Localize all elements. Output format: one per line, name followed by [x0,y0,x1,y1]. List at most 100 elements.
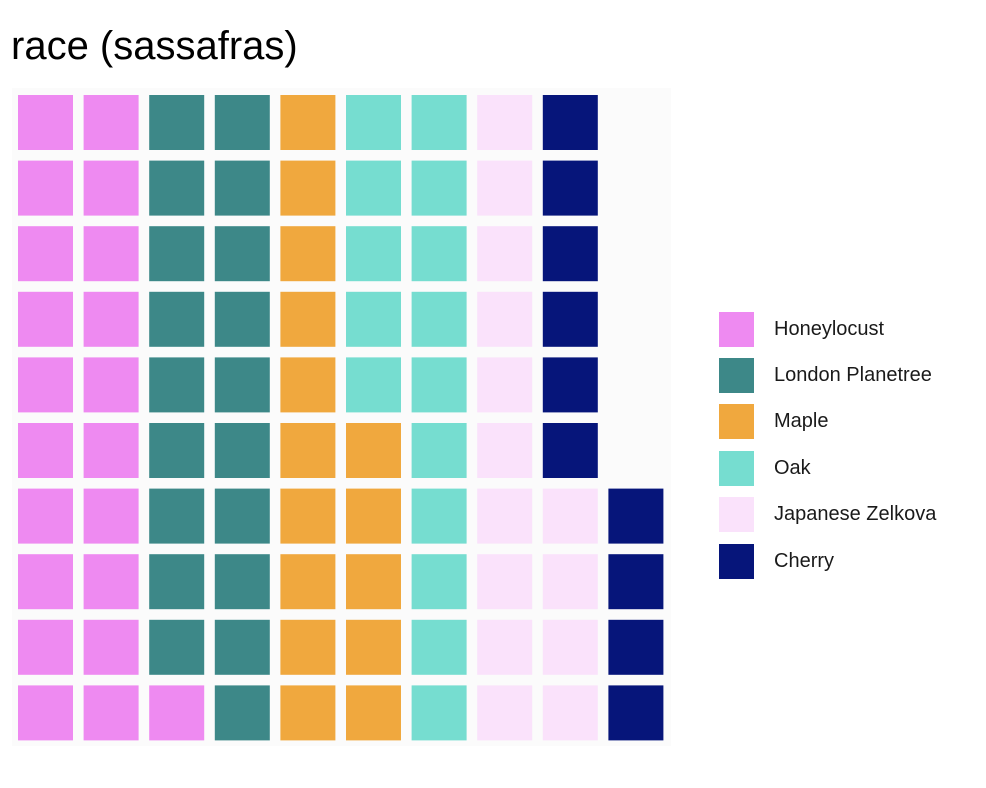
waffle-cell [477,357,533,413]
legend-swatch [719,311,754,347]
waffle-cell [477,488,533,544]
waffle-cell [149,685,205,741]
waffle-cell [280,226,336,282]
waffle-cell [346,619,401,675]
waffle-cell [83,423,139,478]
waffle-cell [214,488,270,544]
legend-item: Maple [719,399,936,445]
waffle-cell [214,226,270,282]
waffle-cell [411,685,467,741]
legend-label: Cherry [774,549,835,572]
legend: Honeylocust London Planetree Maple Oak Japan… [719,306,936,584]
legend-label: Maple [774,410,829,433]
waffle-cell [542,488,598,544]
waffle-cell [346,488,401,544]
waffle-cell [83,226,139,282]
waffle-cell [149,95,205,150]
waffle-cell [149,423,205,478]
waffle-cell [411,619,467,675]
waffle-cell [214,357,270,413]
waffle-cell [411,160,467,216]
waffle-cell [411,226,467,282]
legend-swatch [719,543,754,579]
legend-swatch [719,497,754,533]
waffle-cell [18,357,73,413]
waffle-cell [477,554,533,610]
waffle-cell [346,226,401,282]
legend-label: London Planetree [774,364,932,387]
waffle-cell [280,291,336,347]
waffle-cell [346,95,401,150]
waffle-cell [149,226,205,282]
waffle-cell [83,685,139,741]
waffle-cell [346,554,401,610]
waffle-cell [214,423,270,478]
legend-item: Japanese Zelkova [719,492,936,538]
waffle-cell [214,619,270,675]
waffle-cell [542,95,598,150]
waffle-cell [542,685,598,741]
waffle-cell [280,685,336,741]
waffle-cell [83,357,139,413]
waffle-cells [18,95,664,741]
waffle-cell [477,95,533,150]
waffle-cell [83,554,139,610]
waffle-cell [83,291,139,347]
waffle-cell [83,488,139,544]
legend-item: Oak [719,445,936,491]
waffle-cell [346,685,401,741]
waffle-cell [214,554,270,610]
waffle-cell [477,291,533,347]
waffle-cell [608,685,664,741]
waffle-cell [477,619,533,675]
waffle-cell [214,685,270,741]
waffle-cell [346,357,401,413]
waffle-cell [280,554,336,610]
waffle-cell [346,291,401,347]
waffle-cell [542,423,598,478]
legend-swatch [719,358,754,394]
waffle-cell [477,226,533,282]
legend-label: Honeylocust [774,317,885,340]
waffle-cell [411,423,467,478]
legend-item: Honeylocust [719,306,936,352]
waffle-cell [18,619,73,675]
waffle-cell [411,554,467,610]
waffle-cell [477,685,533,741]
waffle-cell [18,226,73,282]
waffle-cell [149,291,205,347]
waffle-cell [280,488,336,544]
waffle-cell [18,488,73,544]
waffle-cell [477,160,533,216]
waffle-cell [542,226,598,282]
waffle-cell [411,291,467,347]
waffle-cell [83,95,139,150]
waffle-cell [18,160,73,216]
legend-label: Japanese Zelkova [774,503,937,526]
waffle-cell [149,160,205,216]
waffle-cell [280,357,336,413]
waffle-cell [280,95,336,150]
legend-swatch [719,404,754,440]
chart-title: race (sassafras) [11,24,298,68]
waffle-cell [18,95,73,150]
legend-item: Cherry [719,538,936,584]
waffle-cell [542,554,598,610]
waffle-cell [411,95,467,150]
waffle-cell [280,619,336,675]
waffle-cell [608,619,664,675]
legend-label: Oak [774,456,811,479]
waffle-cell [608,554,664,610]
waffle-cell [83,619,139,675]
waffle-cell [214,291,270,347]
waffle-cell [18,291,73,347]
waffle-cell [83,160,139,216]
waffle-cell [18,685,73,741]
waffle-cell [214,95,270,150]
waffle-cell [542,160,598,216]
waffle-cell [542,357,598,413]
waffle-cell [149,619,205,675]
waffle-cell [280,160,336,216]
legend-item: London Planetree [719,352,936,398]
